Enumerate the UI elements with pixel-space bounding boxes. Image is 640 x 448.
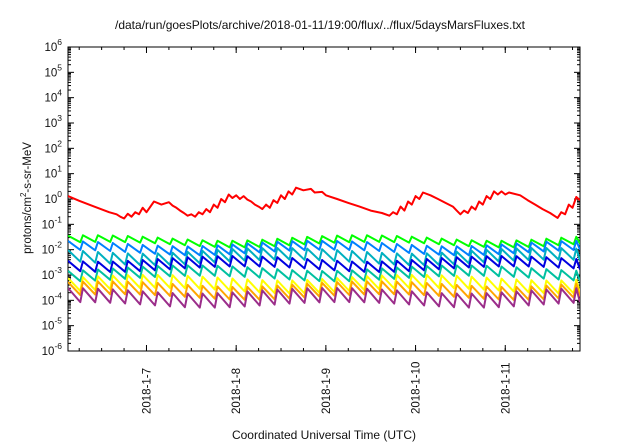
series-line-3 — [68, 239, 580, 257]
series-line-9 — [68, 287, 580, 309]
y-tick-label: 10-4 — [42, 290, 63, 307]
x-axis-label: Coordinated Universal Time (UTC) — [231, 428, 417, 442]
y-tick-label: 106 — [44, 37, 62, 54]
y-tick-label: 100 — [44, 189, 62, 206]
y-tick-label: 103 — [44, 113, 62, 130]
chart-title: /data/run/goesPlots/archive/2018-01-11/1… — [115, 18, 525, 32]
y-tick-label: 10-6 — [42, 341, 63, 358]
y-tick-label: 10-3 — [42, 265, 63, 282]
y-tick-label: 10-5 — [42, 316, 63, 333]
y-tick-label: 10-2 — [42, 240, 63, 257]
plot-frame — [67, 46, 581, 352]
y-axis-label: protons/cm2-s-sr-MeV — [19, 142, 34, 254]
y-tick-label: 102 — [44, 138, 62, 155]
y-tick-label: 10-1 — [42, 214, 63, 231]
y-tick-label: 104 — [44, 88, 62, 105]
y-tick-label: 105 — [44, 62, 62, 79]
series-line-7 — [68, 273, 580, 295]
series-line-4 — [68, 247, 580, 267]
series-line-8 — [68, 280, 580, 301]
x-tick-label: 2018-1-11 — [500, 362, 512, 414]
x-tick-label: 2018-1-9 — [321, 368, 333, 414]
series-line-5 — [68, 255, 580, 273]
series-line-6 — [68, 264, 580, 283]
x-tick-label: 2018-1-10 — [411, 362, 423, 414]
x-tick-label: 2018-1-7 — [141, 368, 153, 414]
y-tick-label: 101 — [44, 164, 62, 181]
x-tick-label: 2018-1-8 — [231, 368, 243, 414]
series-line-1 — [68, 186, 580, 220]
series-line-2 — [68, 234, 580, 249]
